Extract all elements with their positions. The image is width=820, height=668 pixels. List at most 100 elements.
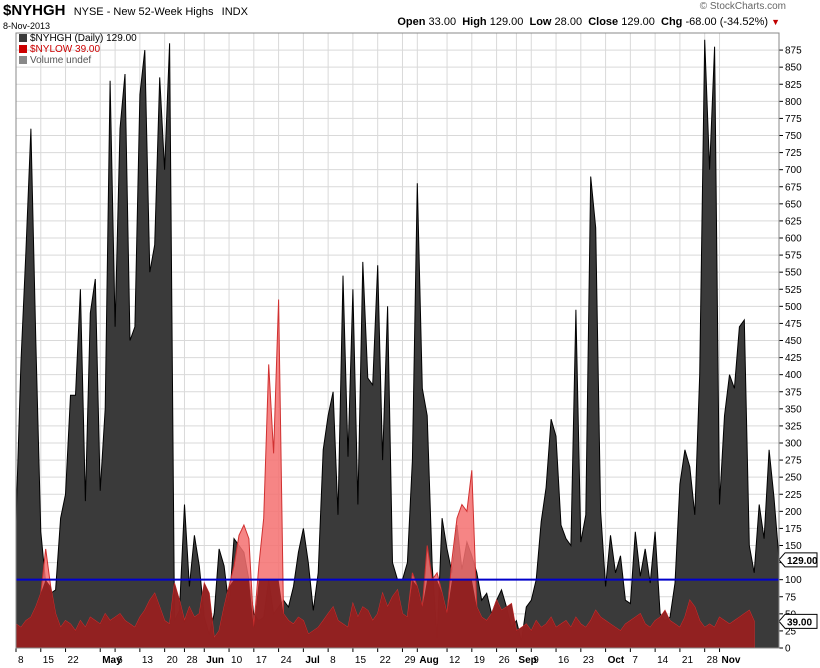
y-tick-label: 575	[785, 251, 802, 262]
x-tick-label: 22	[68, 655, 80, 666]
open-value: 33.00	[428, 16, 457, 28]
y-tick-label: 0	[785, 644, 791, 655]
chg-value: -68.00 (-34.52%)	[685, 16, 769, 28]
x-tick-label: Jun	[206, 655, 224, 666]
x-tick-label: 20	[167, 655, 179, 666]
quote-summary: Open 33.00 High 129.00 Low 28.00 Close 1…	[397, 16, 780, 28]
last-value-nyhgh: 129.00	[787, 556, 818, 567]
y-tick-label: 225	[785, 490, 802, 501]
y-tick-label: 425	[785, 353, 802, 364]
ticker-symbol: $NYHGH	[3, 2, 66, 19]
last-value-labels: 129.00 39.00	[778, 552, 818, 629]
y-tick-label: 450	[785, 336, 802, 347]
x-tick-label: 14	[657, 655, 669, 666]
y-tick-label: 100	[785, 575, 802, 586]
y-tick-label: 175	[785, 524, 802, 535]
ticker-line: $NYHGH NYSE - New 52-Week Highs INDX	[3, 2, 248, 19]
y-tick-label: 700	[785, 165, 802, 176]
down-arrow-icon: ▼	[771, 17, 780, 27]
y-tick-label: 325	[785, 421, 802, 432]
x-tick-label: 8	[18, 655, 24, 666]
x-tick-label: Jul	[305, 655, 320, 666]
x-tick-label: 10	[231, 655, 243, 666]
x-tick-label: 24	[281, 655, 293, 666]
series-nyhgh-area	[15, 39, 780, 649]
y-tick-label: 775	[785, 114, 802, 125]
y-tick-label: 600	[785, 234, 802, 245]
x-tick-label: Nov	[722, 655, 741, 666]
y-tick-label: 350	[785, 404, 802, 415]
legend-entry: Volume undef	[30, 55, 91, 66]
x-tick-label: 7	[632, 655, 638, 666]
x-tick-label: May	[102, 655, 122, 666]
last-value-nylow-box	[778, 613, 818, 629]
x-tick-label: Oct	[608, 655, 625, 666]
ticker-description: NYSE - New 52-Week Highs	[73, 6, 214, 18]
close-label: Close	[588, 16, 619, 28]
x-tick-label: 8	[330, 655, 336, 666]
y-tick-label: 150	[785, 541, 802, 552]
high-value: 129.00	[489, 16, 524, 28]
y-tick-label: 25	[785, 626, 797, 637]
x-tick-label: 28	[707, 655, 719, 666]
x-tick-label: 19	[474, 655, 486, 666]
x-tick-label: 21	[682, 655, 694, 666]
legend-entry: $NYLOW 39.00	[30, 44, 100, 55]
y-tick-label: 200	[785, 507, 802, 518]
last-value-nyhgh-box	[778, 552, 818, 568]
y-tick-label: 500	[785, 302, 802, 313]
y-tick-label: 550	[785, 268, 802, 279]
y-tick-label: 875	[785, 46, 802, 57]
x-tick-label: Sep	[518, 655, 536, 666]
legend-swatch	[19, 34, 27, 42]
legend-entry: $NYHGH (Daily) 129.00	[30, 33, 137, 44]
y-tick-label: 725	[785, 148, 802, 159]
x-tick-label: Aug	[419, 655, 438, 666]
y-tick-label: 675	[785, 182, 802, 193]
y-tick-label: 375	[785, 387, 802, 398]
x-tick-label: 15	[355, 655, 367, 666]
chart-header: $NYHGH NYSE - New 52-Week Highs INDX 8-N…	[0, 0, 820, 32]
y-tick-label: 525	[785, 285, 802, 296]
legend-swatch	[19, 45, 27, 53]
chart-date: 8-Nov-2013	[3, 21, 51, 31]
x-tick-label: 22	[380, 655, 392, 666]
plot-frame	[15, 32, 780, 649]
x-tick-label: 29	[404, 655, 416, 666]
y-tick-label: 275	[785, 456, 802, 467]
x-tick-label: 9	[533, 655, 539, 666]
ticker-exchange: INDX	[221, 6, 248, 18]
chart-legend: $NYHGH (Daily) 129.00$NYLOW 39.00Volume …	[19, 33, 137, 66]
series-nylow-base	[16, 579, 755, 648]
low-value: 28.00	[554, 16, 583, 28]
y-tick-label: 750	[785, 131, 802, 142]
y-tick-label: 800	[785, 97, 802, 108]
x-tick-label: 12	[449, 655, 461, 666]
y-tick-label: 250	[785, 473, 802, 484]
x-tick-label: 13	[142, 655, 154, 666]
last-value-nylow: 39.00	[787, 617, 812, 628]
y-tick-label: 300	[785, 439, 802, 450]
y-tick-label: 75	[785, 592, 797, 603]
close-value: 129.00	[621, 16, 655, 28]
chg-label: Chg	[661, 16, 683, 28]
x-tick-label: 28	[186, 655, 198, 666]
y-tick-label: 825	[785, 80, 802, 91]
y-tick-label: 475	[785, 319, 802, 330]
y-tick-label: 650	[785, 199, 802, 210]
y-tick-label: 850	[785, 63, 802, 74]
x-tick-label: 15	[43, 655, 55, 666]
chart-areas	[15, 39, 780, 649]
brand-watermark: © StockCharts.com	[699, 1, 786, 12]
x-tick-label: 26	[499, 655, 511, 666]
x-tick-label: 6	[117, 655, 123, 666]
x-tick-label: 16	[558, 655, 570, 666]
y-tick-label: 625	[785, 216, 802, 227]
low-label: Low	[529, 16, 552, 28]
x-tick-label: 17	[256, 655, 268, 666]
y-tick-label: 400	[785, 370, 802, 381]
legend-swatch	[19, 56, 27, 64]
high-label: High	[462, 16, 487, 28]
